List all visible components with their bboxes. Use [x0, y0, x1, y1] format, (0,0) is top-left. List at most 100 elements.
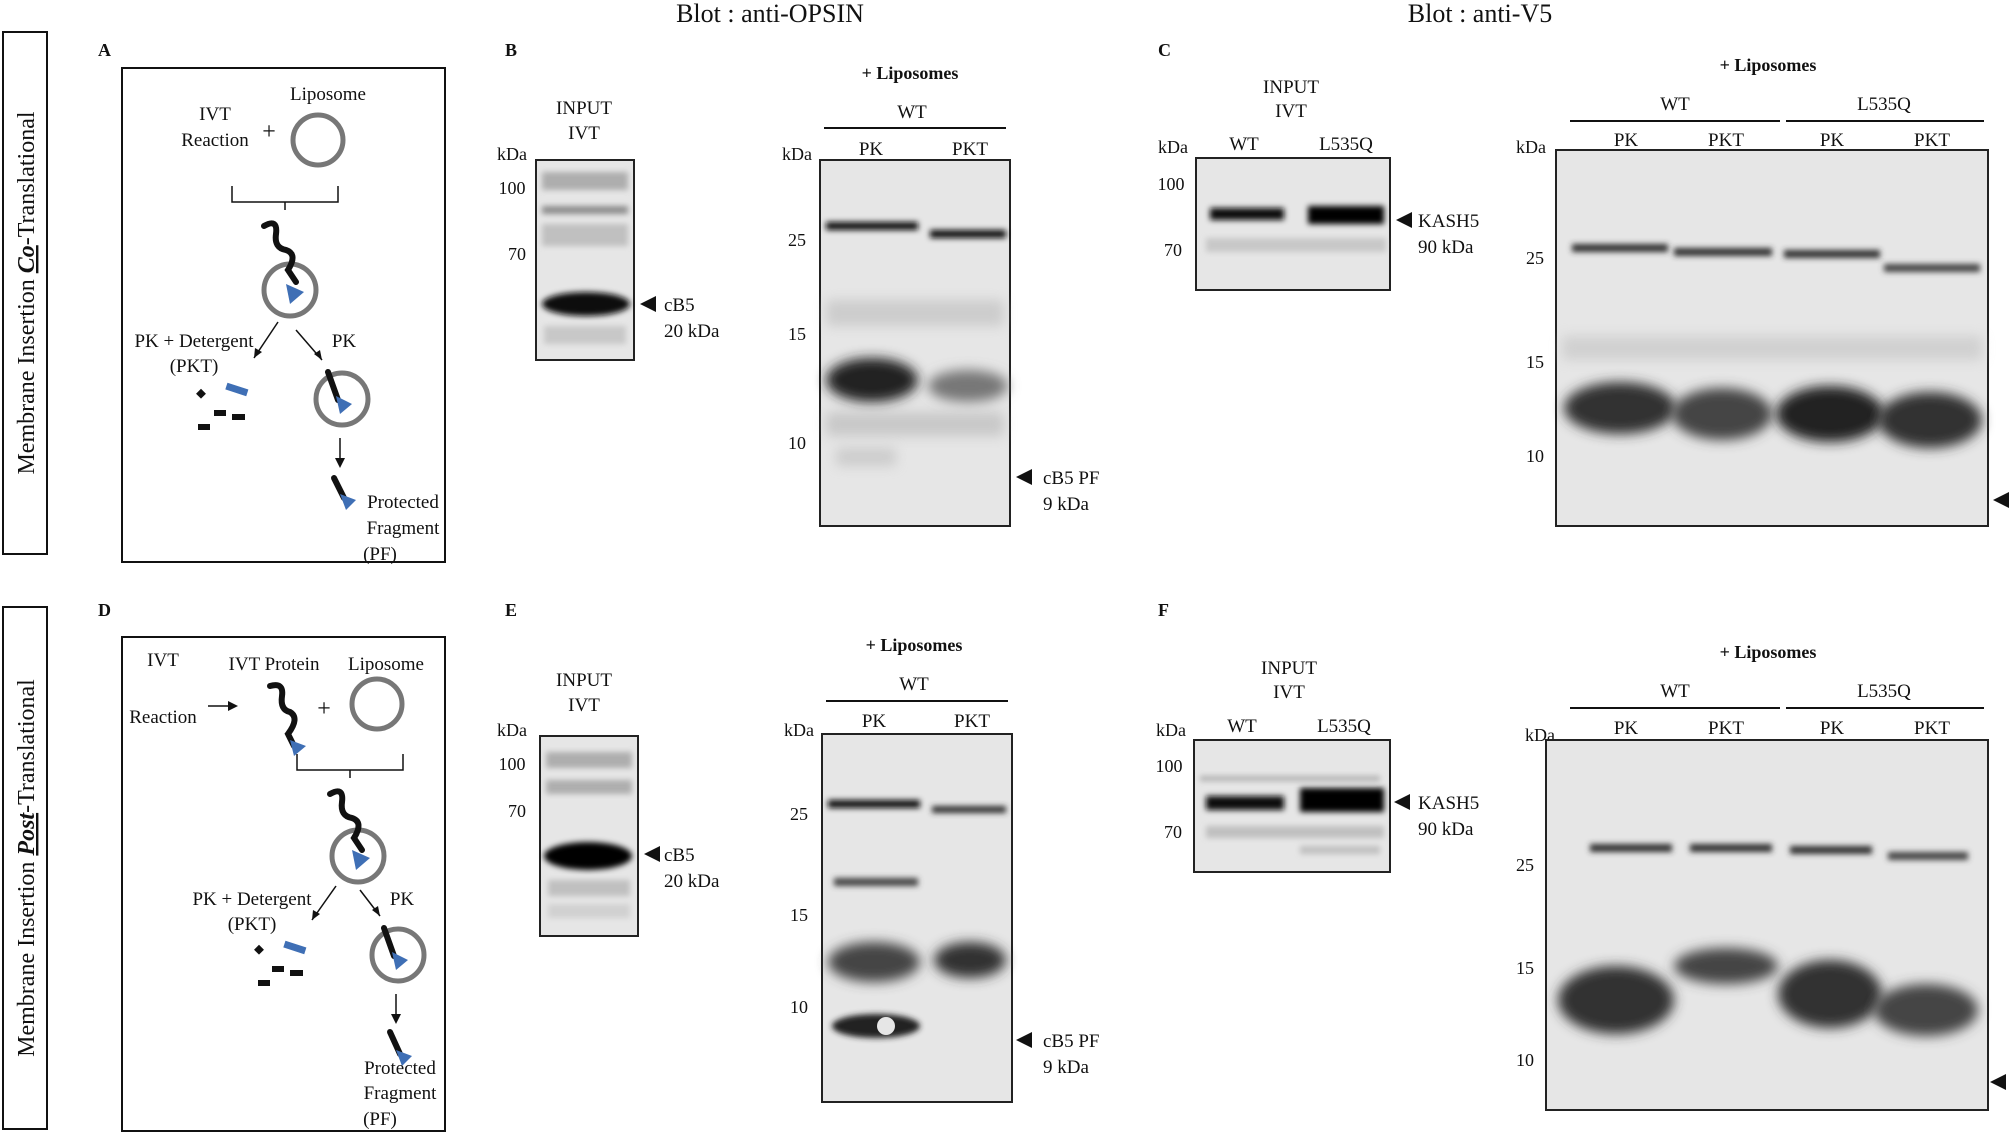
- header-anti-opsin: Blot : anti-OPSIN: [676, 0, 864, 28]
- arrow-icon: [372, 906, 380, 916]
- blot-e2-lane-pk: PK: [862, 711, 887, 732]
- blot-b2-group: WT: [897, 102, 927, 123]
- side-label-co: Membrane Insertion Co-Translational: [2, 31, 48, 555]
- blot-c2-marker-15: 15: [1526, 352, 1544, 372]
- schematic-a-ivt: IVT: [199, 104, 231, 125]
- svg-text:Membrane Insertion Co-Translat: Membrane Insertion Co-Translational: [14, 111, 40, 474]
- arrow-icon: [228, 701, 238, 711]
- blot-b2-pf-name: cB5 PF: [1043, 468, 1100, 489]
- band-pointer-icon: [1016, 469, 1032, 485]
- blot-f: INPUT IVT kDa WT L535Q 100 70 KASH5 90 k…: [1156, 658, 1479, 873]
- blot-c2-marker-25: 25: [1526, 248, 1544, 268]
- protein-chain-icon: [261, 220, 299, 285]
- blot-f-bands: [1200, 776, 1384, 854]
- blot-b-marker-70: 70: [508, 244, 526, 264]
- bracket-icon: [296, 754, 404, 778]
- arrow-icon: [335, 458, 345, 468]
- liposome-icon: [290, 112, 346, 168]
- schematic-d-pk: PK: [390, 889, 415, 910]
- blot-e-bands: [544, 752, 632, 918]
- blot-f2-marker-25: 25: [1516, 855, 1534, 875]
- blot-f2-lane-2: PKT: [1708, 718, 1744, 739]
- blot-b-band-size: 20 kDa: [664, 321, 720, 342]
- band-pointer-icon: [1993, 492, 2009, 508]
- blot-f2-marker-15: 15: [1516, 958, 1534, 978]
- schematic-d-liposome: Liposome: [348, 654, 424, 675]
- blot-e2-kda: kDa: [784, 720, 814, 740]
- blot-c-band-name: KASH5: [1418, 211, 1479, 232]
- schematic-a-reaction: Reaction: [181, 130, 249, 151]
- blot-c2-bands: [1562, 244, 1982, 448]
- svg-text:Membrane Insertion Post-Transl: Membrane Insertion Post-Translational: [14, 679, 40, 1057]
- blot-e2-marker-10: 10: [790, 997, 808, 1017]
- blot-b2-marker-10: 10: [788, 433, 806, 453]
- blot-e2-lane-pkt: PKT: [954, 711, 990, 732]
- liposome-icon: [313, 370, 371, 428]
- blot-f-lane-wt: WT: [1227, 716, 1257, 737]
- blot-f2-membrane: [1545, 739, 1989, 1111]
- protected-fragment-icon: [331, 475, 347, 501]
- side-label-post-prefix: Membrane Insertion: [14, 856, 40, 1057]
- blot-f2: + Liposomes WT L535Q PK PKT PK PKT kDa 2…: [1516, 642, 2006, 1111]
- blot-f-ivt: IVT: [1273, 682, 1305, 703]
- schematic-d-pf: (PF): [363, 1109, 397, 1130]
- blot-e: INPUT IVT kDa 100 70 cB5 20 kDa: [497, 670, 720, 937]
- schematic-a-liposome: Liposome: [290, 84, 366, 105]
- band-pointer-icon: [1396, 212, 1412, 228]
- blot-b2-membrane: [819, 159, 1011, 527]
- schematic-d-ivt: IVT: [147, 650, 179, 671]
- blot-c2-lane-4: PKT: [1914, 130, 1950, 151]
- blot-c2-lane-3: PK: [1820, 130, 1845, 151]
- blot-f2-marker-10: 10: [1516, 1050, 1534, 1070]
- blot-e2-pf-size: 9 kDa: [1043, 1057, 1089, 1078]
- protein-domain-icon: [396, 1050, 412, 1066]
- blot-f-marker-70: 70: [1164, 822, 1182, 842]
- liposome-icon: [349, 676, 405, 732]
- schematic-a-pf: (PF): [363, 544, 397, 565]
- protein-domain-icon: [290, 740, 306, 756]
- blot-e-marker-70: 70: [508, 801, 526, 821]
- blot-f2-lane-4: PKT: [1914, 718, 1950, 739]
- blot-c-band-size: 90 kDa: [1418, 237, 1474, 258]
- side-label-co-prefix: Membrane Insertion: [14, 273, 40, 474]
- blot-b2-pf-size: 9 kDa: [1043, 494, 1089, 515]
- blot-e2-membrane: [821, 733, 1013, 1103]
- blot-f-marker-100: 100: [1156, 756, 1183, 776]
- blot-f-kda: kDa: [1156, 720, 1186, 740]
- blot-f2-bands: [1558, 844, 1978, 1036]
- protein-domain-icon: [336, 396, 352, 414]
- blot-c2-lane-2: PKT: [1708, 130, 1744, 151]
- blot-b2-lane-pk: PK: [859, 139, 884, 160]
- schematic-d-ivt-protein: IVT Protein: [229, 654, 320, 675]
- blot-e-kda: kDa: [497, 720, 527, 740]
- panel-letter-b: B: [505, 40, 517, 60]
- blot-e-ivt: IVT: [568, 695, 600, 716]
- band-pointer-icon: [1394, 794, 1410, 810]
- schematic-d-fragment: Fragment: [364, 1083, 438, 1104]
- blot-c-marker-70: 70: [1164, 240, 1182, 260]
- schematic-a-fragment: Fragment: [367, 518, 441, 539]
- arrow-icon: [312, 910, 320, 920]
- protein-chain-icon: [381, 925, 397, 959]
- blot-e2-title: + Liposomes: [866, 635, 963, 655]
- blot-b-band-name: cB5: [664, 295, 695, 316]
- blot-b2-title: + Liposomes: [862, 63, 959, 83]
- panel-letter-e: E: [505, 600, 517, 620]
- band-pointer-icon: [1016, 1032, 1032, 1048]
- band-pointer-icon: [640, 296, 656, 312]
- header-anti-v5: Blot : anti-V5: [1408, 0, 1552, 28]
- protein-domain-icon: [340, 494, 356, 510]
- band-pointer-icon: [644, 846, 660, 862]
- blot-e-membrane: [539, 735, 639, 937]
- blot-e2: + Liposomes WT PK PKT kDa 25 15 10 cB5 P…: [784, 635, 1100, 1103]
- schematic-a-pkt: (PKT): [170, 356, 219, 377]
- band-pointer-icon: [1990, 1074, 2006, 1090]
- protein-domain-icon: [286, 284, 304, 304]
- blot-e2-group: WT: [899, 674, 929, 695]
- blot-e2-pf-name: cB5 PF: [1043, 1031, 1100, 1052]
- protein-chain-icon: [267, 682, 298, 749]
- blot-b-input: INPUT: [556, 98, 612, 119]
- side-label-post: Membrane Insertion Post-Translational: [2, 606, 48, 1130]
- schematic-a-pk-detergent: PK + Detergent: [134, 331, 254, 352]
- schematic-a: IVT Reaction + Liposome PK + Detergent (…: [121, 67, 446, 565]
